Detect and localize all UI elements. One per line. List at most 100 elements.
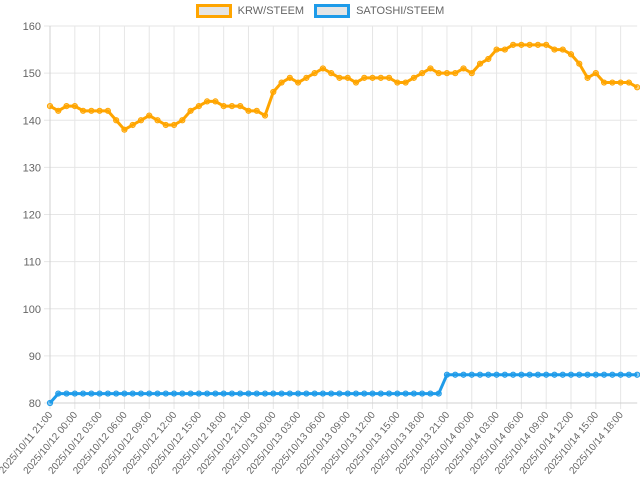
data-point	[303, 74, 310, 81]
data-point	[187, 390, 194, 397]
data-point	[567, 51, 575, 58]
data-point	[328, 390, 335, 397]
data-point	[427, 390, 434, 397]
data-point	[510, 41, 517, 48]
data-point	[634, 371, 640, 378]
data-point	[419, 390, 426, 397]
data-point	[170, 121, 178, 129]
data-point	[361, 390, 368, 397]
y-tick-label: 160	[23, 21, 41, 33]
data-point	[352, 390, 360, 397]
data-point	[443, 70, 451, 77]
data-point	[46, 103, 54, 110]
data-point	[237, 390, 244, 397]
data-point	[104, 107, 111, 114]
data-point	[137, 390, 145, 397]
data-point	[377, 74, 384, 81]
data-point	[476, 371, 484, 378]
data-point	[71, 103, 78, 110]
data-point	[162, 390, 169, 397]
data-point	[518, 41, 525, 48]
data-point	[501, 46, 508, 53]
data-point	[485, 371, 492, 378]
data-point	[385, 74, 393, 81]
data-point	[584, 74, 591, 81]
data-point	[336, 74, 343, 81]
data-point	[195, 390, 202, 397]
data-point	[63, 390, 70, 397]
data-point	[592, 70, 599, 77]
data-point	[187, 107, 194, 114]
data-point	[344, 74, 351, 81]
data-point	[170, 390, 178, 397]
data-point	[303, 390, 310, 397]
data-point	[493, 46, 500, 53]
data-point	[179, 390, 186, 397]
data-point	[600, 371, 608, 378]
data-point	[377, 390, 384, 397]
data-point	[576, 371, 583, 378]
data-point	[609, 79, 616, 86]
data-point	[369, 390, 376, 397]
data-point	[394, 390, 401, 397]
data-point	[419, 70, 426, 77]
data-point	[443, 371, 451, 378]
data-point	[195, 103, 202, 110]
legend-item-satoshi[interactable]: SATOSHI/STEEM	[314, 4, 444, 18]
data-point	[402, 79, 409, 86]
data-point	[609, 371, 616, 378]
data-point	[286, 390, 293, 397]
data-point	[88, 390, 95, 397]
data-point	[121, 390, 128, 397]
data-point	[600, 79, 608, 86]
data-point	[220, 390, 227, 397]
data-point	[278, 390, 285, 397]
data-point	[576, 60, 583, 67]
series-line-satoshi	[48, 373, 638, 404]
data-point	[245, 390, 252, 397]
data-point	[584, 371, 591, 378]
data-point	[212, 390, 219, 397]
data-point	[410, 390, 417, 397]
data-point	[551, 371, 558, 378]
data-point	[468, 70, 475, 77]
data-point	[270, 390, 277, 397]
data-point	[96, 390, 103, 397]
data-point	[204, 390, 211, 397]
data-point	[510, 371, 517, 378]
legend-item-krw[interactable]: KRW/STEEM	[195, 4, 305, 18]
data-point	[319, 65, 327, 72]
data-point	[146, 390, 153, 397]
data-point	[129, 390, 136, 397]
data-point	[113, 117, 120, 124]
y-tick-label: 120	[23, 210, 41, 222]
y-tick-label: 130	[23, 162, 41, 174]
data-point	[369, 74, 376, 81]
series-line-krw	[49, 43, 638, 132]
data-point	[261, 112, 269, 119]
data-point	[526, 41, 533, 48]
y-tick-label: 100	[23, 304, 41, 316]
data-point	[427, 65, 434, 72]
data-point	[634, 84, 640, 91]
data-point	[154, 117, 161, 124]
data-point	[204, 98, 211, 105]
data-point	[319, 390, 327, 397]
data-point	[452, 371, 459, 378]
data-point	[179, 117, 186, 124]
data-point	[559, 46, 566, 53]
data-point	[402, 390, 409, 397]
data-point	[228, 103, 236, 110]
data-point	[543, 41, 550, 48]
data-point	[625, 79, 633, 86]
data-point	[270, 88, 277, 96]
data-point	[79, 107, 87, 114]
legend-label-krw: KRW/STEEM	[237, 5, 305, 17]
data-point	[237, 103, 244, 110]
data-point	[253, 390, 260, 397]
y-tick-label: 110	[23, 257, 41, 269]
data-point	[71, 390, 78, 397]
data-point	[518, 371, 525, 378]
data-point	[55, 107, 62, 114]
data-point	[286, 74, 293, 81]
